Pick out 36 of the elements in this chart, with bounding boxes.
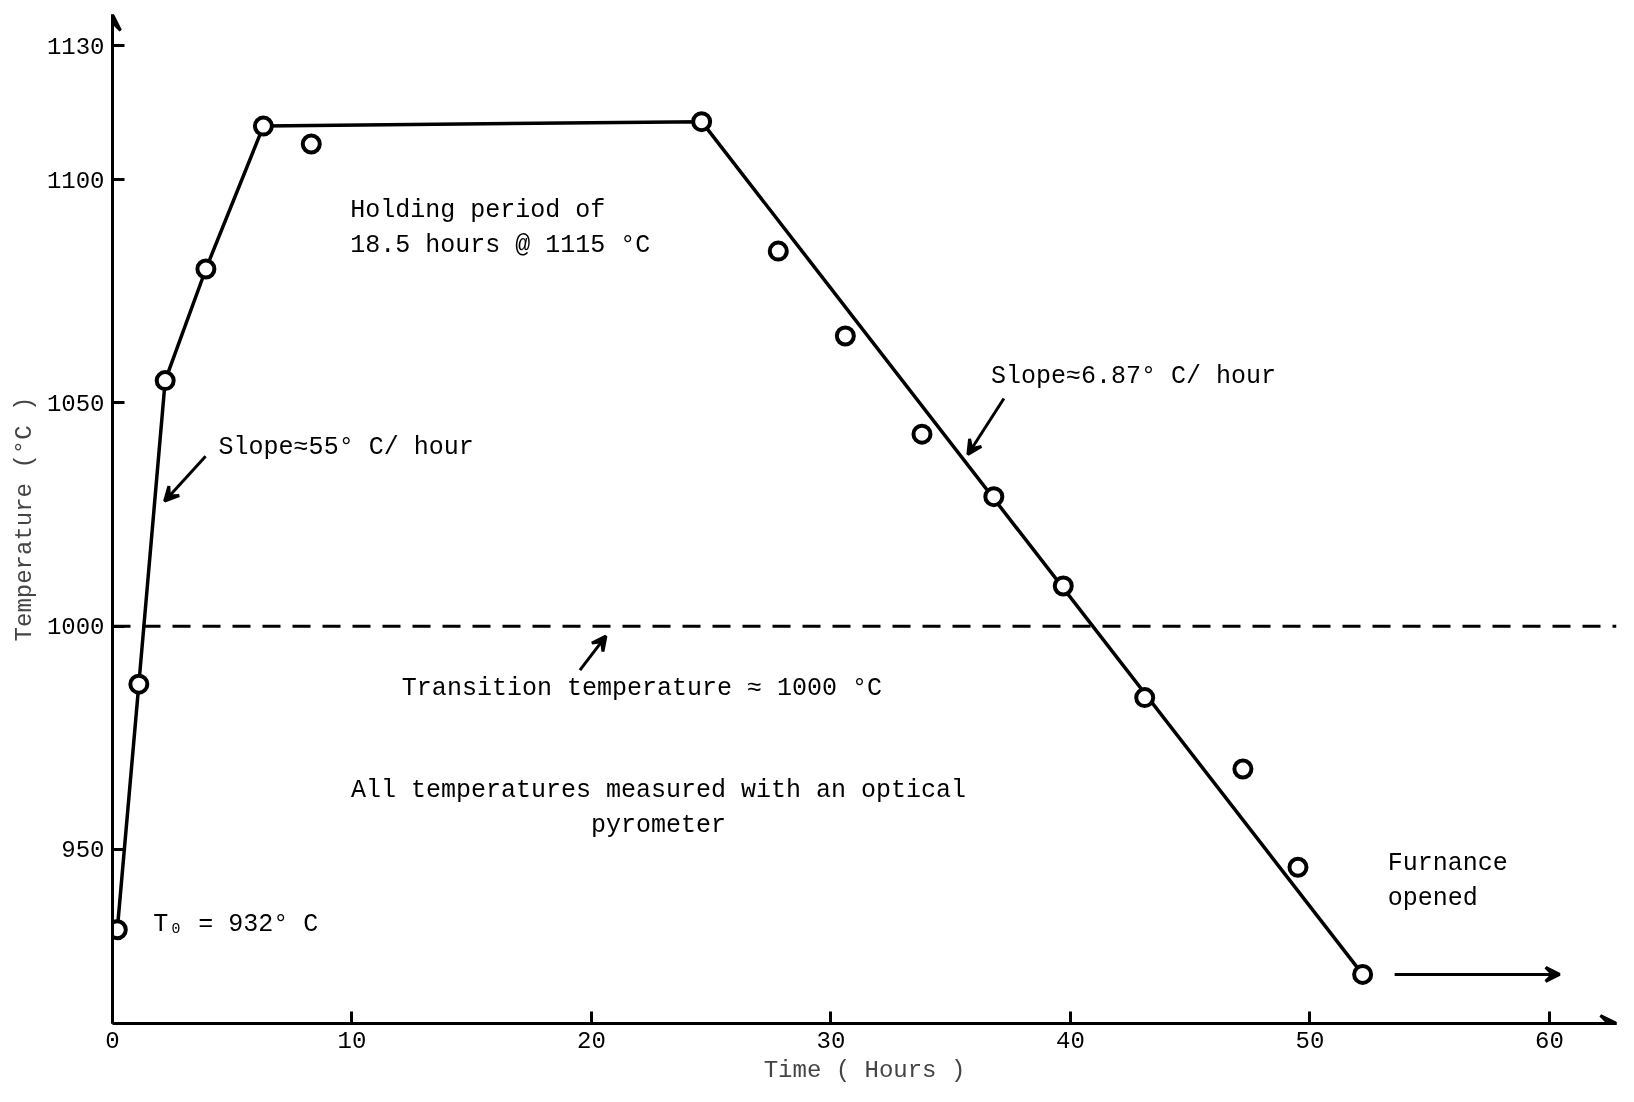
annotation: Holding period of 18.5 hours @ 1115 °C [350,196,651,260]
point [691,111,713,133]
point [911,423,933,445]
point [252,115,274,137]
y-tick-label: 950 [61,837,105,865]
y-tick-label: 1050 [46,390,105,418]
point [1232,758,1254,780]
x-tick-label: 60 [1535,1027,1564,1055]
annotation: Slope≈6.87° C/ hour [990,362,1276,391]
annotation: Furnance opened [1387,849,1508,914]
point [128,673,150,695]
point [1134,687,1156,709]
x-tick-label: 40 [1056,1027,1085,1055]
point [1352,963,1374,985]
x-tick-label: 50 [1295,1027,1325,1055]
y-tick-label: 1000 [46,614,105,642]
point [1287,856,1309,878]
legend-label: Transition temperature ≈ 1000 °C [401,673,882,703]
annotation: Slope≈55° C/ hour [218,432,474,462]
point [154,370,176,392]
x-tick-label: 0 [105,1027,120,1055]
annotation: T₀ = 932° C [153,910,319,940]
point [195,258,217,280]
point [834,325,856,347]
point [767,240,789,262]
x-tick-label: 20 [577,1027,606,1055]
x-axis-title: Time ( Hours ) [763,1056,966,1084]
x-tick-label: 10 [337,1027,367,1055]
y-tick-label: 1100 [46,167,105,195]
point [1052,575,1074,597]
x-tick-label: 30 [816,1027,846,1055]
point [983,486,1005,508]
y-axis-title: Temperature (°C ) [10,396,38,642]
point [300,133,322,155]
y-tick-label: 1130 [46,33,105,61]
annotation: All temperatures measured with an optical pyrometer [350,776,967,841]
